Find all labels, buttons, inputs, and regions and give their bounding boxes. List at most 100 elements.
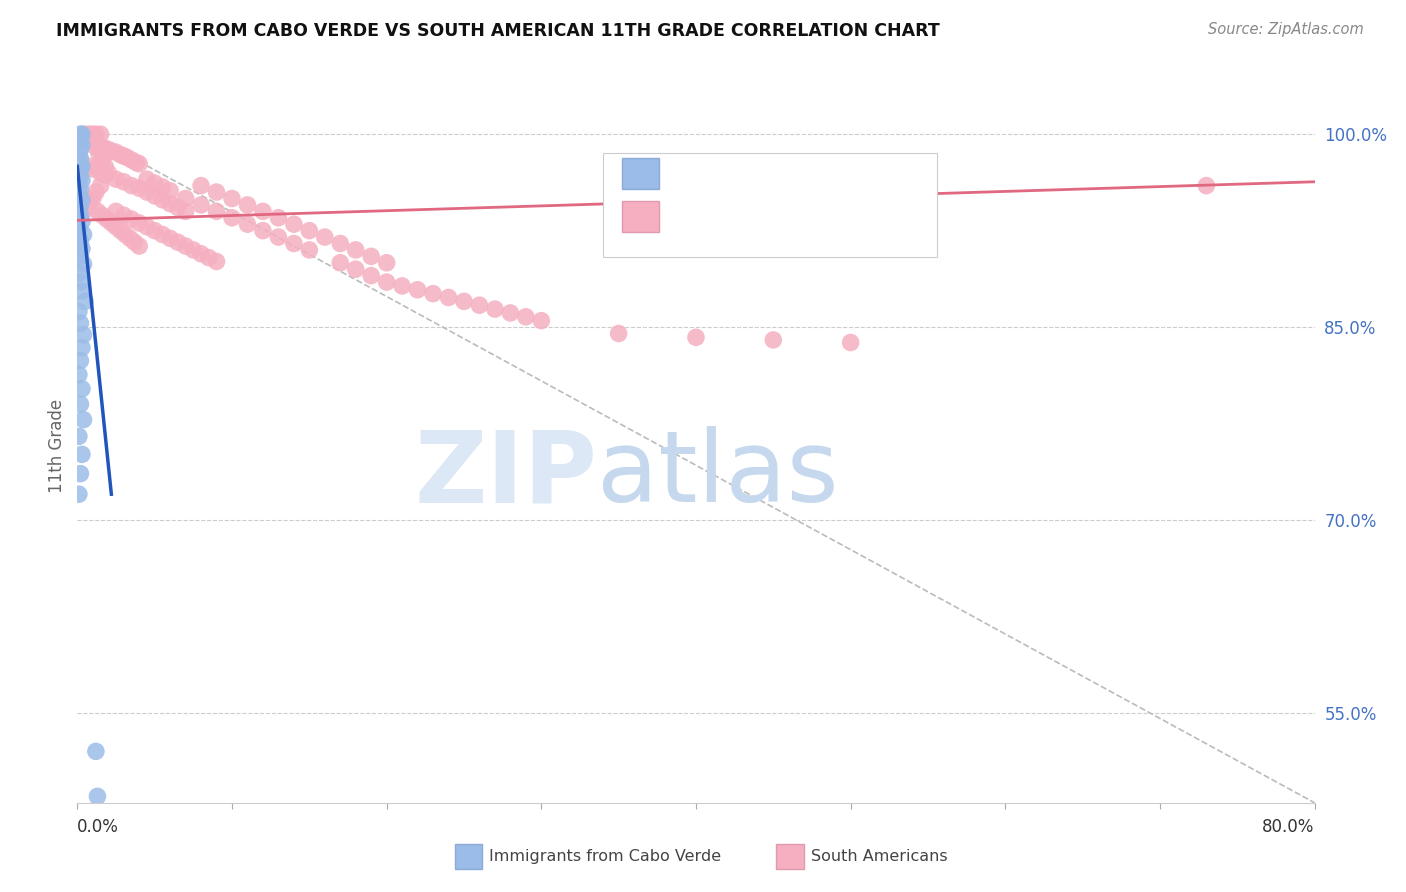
Text: 80.0%: 80.0% [1263,818,1315,836]
Point [136,185,159,199]
Point [236,217,259,231]
Point [84,140,107,154]
Point [84,185,107,199]
Point [67,166,90,180]
Point [1195,178,1218,193]
Point [124,235,146,250]
FancyBboxPatch shape [776,844,804,869]
FancyBboxPatch shape [621,159,659,189]
Point [70,193,93,207]
Point [252,204,274,219]
Point [121,178,143,193]
Text: Source: ZipAtlas.com: Source: ZipAtlas.com [1208,22,1364,37]
Point [69,131,91,145]
Point [90,127,112,141]
Point [143,189,166,203]
Point [70,242,93,256]
Point [159,196,181,211]
Point [112,208,135,222]
Text: Immigrants from Cabo Verde: Immigrants from Cabo Verde [489,849,721,863]
Point [70,447,93,461]
Point [105,204,128,219]
Point [125,155,148,169]
Point [391,279,413,293]
Point [69,127,91,141]
Point [422,286,444,301]
Point [69,353,91,368]
Point [839,335,862,350]
Text: R =  0.149   N = 117: R = 0.149 N = 117 [675,208,875,226]
Point [67,149,90,163]
Point [72,227,94,242]
Point [69,143,91,157]
Point [69,134,91,148]
Point [82,129,104,144]
Point [105,172,128,186]
Point [87,146,110,161]
Point [174,192,197,206]
Point [499,306,522,320]
Point [70,137,93,152]
Point [128,181,150,195]
Point [69,182,91,196]
Point [79,127,101,141]
Point [69,249,91,263]
Point [72,412,94,426]
Point [69,275,91,289]
Point [267,211,290,225]
Point [190,247,212,261]
Point [283,236,305,251]
Point [252,224,274,238]
Point [762,333,785,347]
Point [515,310,537,324]
Point [94,169,117,183]
Point [136,219,159,234]
Point [360,268,382,283]
Point [344,262,367,277]
Point [112,149,135,163]
Point [82,161,104,176]
Point [190,178,212,193]
Point [91,153,114,167]
Point [79,194,101,208]
Point [67,487,90,501]
Point [183,243,205,257]
Point [205,254,228,268]
Point [205,204,228,219]
Point [86,204,108,219]
Point [114,227,136,242]
Point [143,176,166,190]
Point [67,146,90,161]
Point [159,184,181,198]
Point [80,135,103,149]
Point [128,216,150,230]
Point [190,198,212,212]
Point [67,129,90,144]
Point [75,127,96,141]
Point [198,251,221,265]
Point [84,744,107,758]
FancyBboxPatch shape [603,153,938,257]
Point [174,204,197,219]
Point [70,214,93,228]
Point [90,166,112,180]
Point [329,236,352,251]
Point [105,219,128,234]
Point [67,368,90,382]
Point [67,429,90,443]
Point [314,230,336,244]
Point [344,243,367,257]
Point [69,467,91,481]
Point [453,294,475,309]
Point [110,148,132,162]
Point [437,291,460,305]
Text: IMMIGRANTS FROM CABO VERDE VS SOUTH AMERICAN 11TH GRADE CORRELATION CHART: IMMIGRANTS FROM CABO VERDE VS SOUTH AMER… [56,22,941,40]
Point [174,239,197,253]
Point [94,159,117,173]
Text: South Americans: South Americans [811,849,948,863]
Point [236,198,259,212]
Point [69,161,91,176]
Point [136,172,159,186]
FancyBboxPatch shape [621,202,659,232]
Point [67,155,90,169]
